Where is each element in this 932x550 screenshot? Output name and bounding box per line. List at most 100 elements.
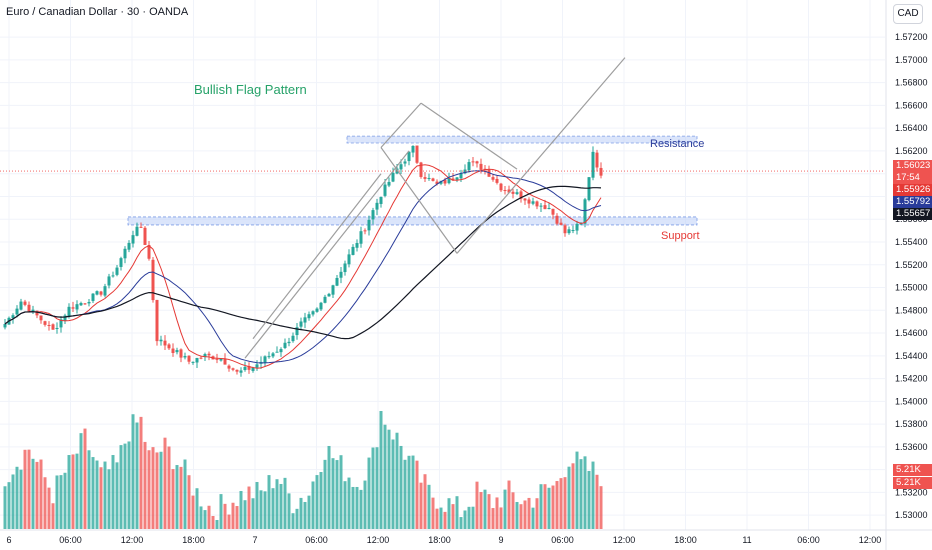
volume-bar [599, 486, 603, 529]
volume-bar [271, 488, 275, 529]
volume-tag-a: 5.21K [893, 464, 932, 476]
candle-body [543, 205, 547, 210]
volume-bar [387, 429, 391, 529]
candle-body [559, 222, 563, 225]
countdown-tag: 17:54 [893, 172, 932, 184]
price-tick-label: 1.56600 [895, 100, 928, 110]
volume-bar [527, 497, 531, 529]
volume-bar [567, 466, 571, 529]
symbol-title[interactable]: Euro / Canadian Dollar · 30 · OANDA [6, 6, 189, 18]
time-axis[interactable]: 6 06:00 12:00 18:00 7 06:00 12:00 18:00 9 06:00 12… [0, 529, 932, 545]
candle-body [583, 199, 587, 224]
volume-bar [531, 507, 535, 529]
volume-bar [39, 459, 43, 529]
volume-bar [467, 506, 471, 529]
candle-body [467, 162, 471, 171]
candle-body [351, 246, 355, 255]
volume-bar [251, 498, 255, 529]
volume-bar [583, 456, 587, 529]
volume-bar [307, 495, 311, 529]
candle-body [15, 308, 19, 315]
volume-bar [203, 510, 207, 529]
volume-bar [15, 466, 19, 529]
currency-badge[interactable]: CAD [893, 4, 923, 24]
volume-bar [31, 458, 35, 529]
candle-body [11, 315, 15, 319]
candle-body [279, 349, 283, 353]
candle-body [327, 293, 331, 297]
candle-body [99, 291, 103, 295]
volume-bar [415, 460, 419, 529]
price-tick-label: 1.55000 [895, 283, 928, 293]
price-tick-label: 1.57000 [895, 55, 928, 65]
volume-bar [383, 424, 387, 529]
candle-body [67, 306, 71, 317]
last-price-tag: 1.56023 [893, 160, 932, 172]
price-tick-label: 1.55200 [895, 260, 928, 270]
candle-body [343, 263, 347, 273]
candle-body [95, 291, 99, 295]
volume-bar [355, 486, 359, 529]
flag-bottom-left [380, 147, 458, 254]
price-tick-label: 1.54000 [895, 396, 928, 406]
volume-bar [331, 458, 335, 529]
volume-bar [115, 462, 119, 529]
pole-right-line [252, 173, 382, 340]
volume-bar [75, 453, 79, 529]
volume-bar [555, 481, 559, 529]
volume-bar [511, 492, 515, 529]
volume-bar [215, 520, 219, 529]
volume-bar [163, 437, 167, 529]
flag-top-right [420, 102, 518, 170]
candle-body [459, 173, 463, 179]
candle-body [315, 308, 319, 312]
volume-bar [63, 472, 67, 529]
candle-body [295, 327, 299, 336]
candle-body [423, 177, 427, 179]
volume-bar [47, 487, 51, 529]
ma-mid-tag: 1.55792 [893, 196, 932, 208]
volume-bar [303, 501, 307, 529]
candle-body [115, 267, 119, 275]
pattern-label: Bullish Flag Pattern [194, 82, 307, 97]
candle-body [451, 178, 455, 181]
candle-body [63, 315, 67, 321]
candle-body [595, 152, 599, 168]
volume-bar [375, 447, 379, 529]
candle-body [235, 369, 239, 372]
volume-bar [503, 489, 507, 529]
candle-body [227, 365, 231, 369]
candle-body [83, 303, 87, 305]
time-tick-label: 06:00 [305, 535, 328, 545]
time-tick-label: 06:00 [797, 535, 820, 545]
candle-body [271, 353, 275, 357]
candle-body [75, 304, 79, 310]
volume-bar [171, 469, 175, 529]
support-label: Support [661, 230, 700, 242]
candle-body [447, 177, 451, 184]
volume-bar [283, 477, 287, 529]
flag-pattern-lines [244, 57, 626, 359]
candle-body [591, 151, 595, 178]
volume-bar [519, 504, 523, 529]
volume-bar [439, 507, 443, 529]
candle-body [539, 205, 543, 207]
candle-body [371, 210, 375, 220]
volume-bar [71, 454, 75, 529]
volume-bar [59, 475, 63, 529]
volume-bar [195, 488, 199, 529]
price-tick-label: 1.55400 [895, 237, 928, 247]
volume-bar [323, 459, 327, 529]
candle-body [147, 245, 151, 259]
volume-bar [407, 455, 411, 529]
candle-body [511, 191, 515, 194]
candle-body [127, 242, 131, 250]
resistance-label: Resistance [650, 138, 705, 150]
volume-bar [263, 491, 267, 529]
candle-body [471, 161, 475, 163]
candle-body [103, 286, 107, 296]
volume-bar [155, 452, 159, 529]
candle-body [367, 219, 371, 231]
candle-body [155, 299, 159, 342]
